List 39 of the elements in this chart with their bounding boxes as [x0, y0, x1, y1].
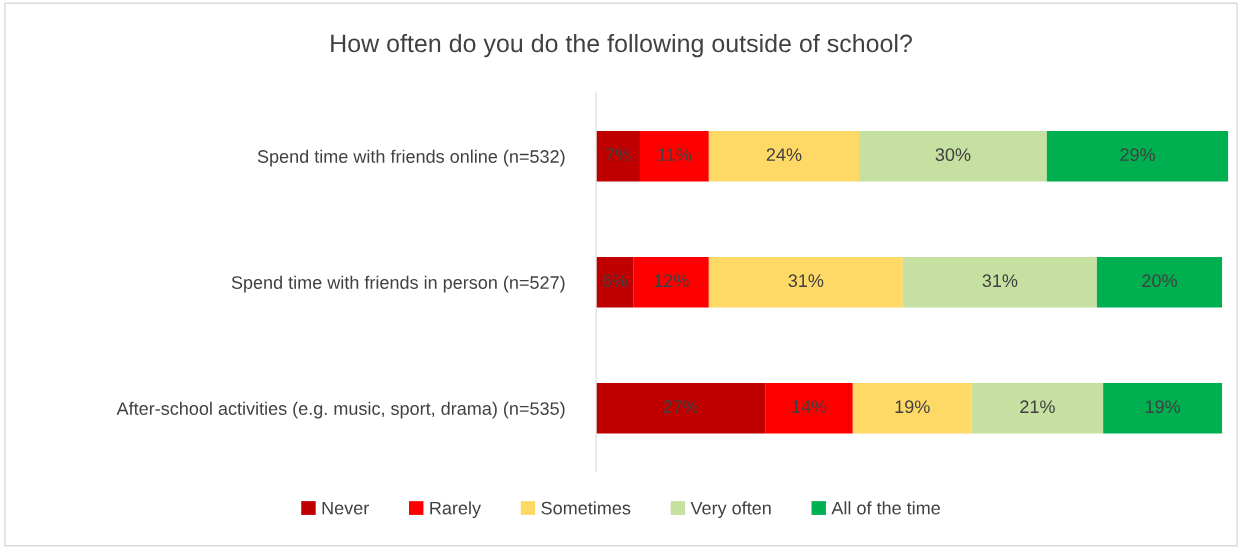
data-label: 29% — [1120, 148, 1156, 162]
chart-title: How often do you do the following outside of school? — [331, 33, 912, 58]
bar — [596, 257, 634, 308]
data-label: 31% — [788, 274, 824, 288]
bar — [859, 130, 1047, 182]
bar — [1096, 257, 1223, 308]
legend-label: Sometimes — [541, 501, 631, 515]
data-label: 27% — [663, 400, 699, 414]
bar — [639, 130, 709, 182]
bar — [1103, 383, 1223, 434]
data-label: 20% — [1142, 274, 1177, 288]
y-tick-label: After-school activities (e.g. music, sport, drama) (n=535) — [116, 401, 565, 419]
bar — [852, 383, 972, 434]
bar — [633, 257, 709, 308]
bar — [1046, 130, 1229, 182]
legend-label: Never — [322, 501, 369, 515]
y-tick-label: Spend time with friends in person (n=527) — [231, 275, 565, 293]
y-tick-label: Spend time with friends online (n=532) — [257, 149, 565, 167]
data-label: 12% — [654, 274, 689, 287]
data-label: 24% — [766, 148, 802, 161]
bar — [902, 257, 1097, 308]
data-label: 31% — [982, 274, 1018, 288]
bar — [765, 383, 853, 434]
data-label: 19% — [895, 400, 930, 414]
bar — [596, 383, 766, 434]
bar — [708, 257, 903, 308]
data-label: 30% — [935, 148, 971, 162]
bar — [596, 130, 640, 182]
legend-label: Rarely — [430, 501, 481, 519]
legend-label: All of the time — [831, 501, 940, 515]
data-label: 21% — [1020, 400, 1055, 414]
data-label: 19% — [1145, 400, 1181, 414]
data-label: 11% — [658, 148, 692, 161]
data-label: 7% — [605, 148, 631, 161]
data-label: 14% — [792, 400, 827, 414]
bar — [708, 130, 860, 182]
data-label: 6% — [602, 274, 628, 288]
bar — [971, 383, 1104, 434]
legend-label: Very often — [690, 501, 771, 519]
